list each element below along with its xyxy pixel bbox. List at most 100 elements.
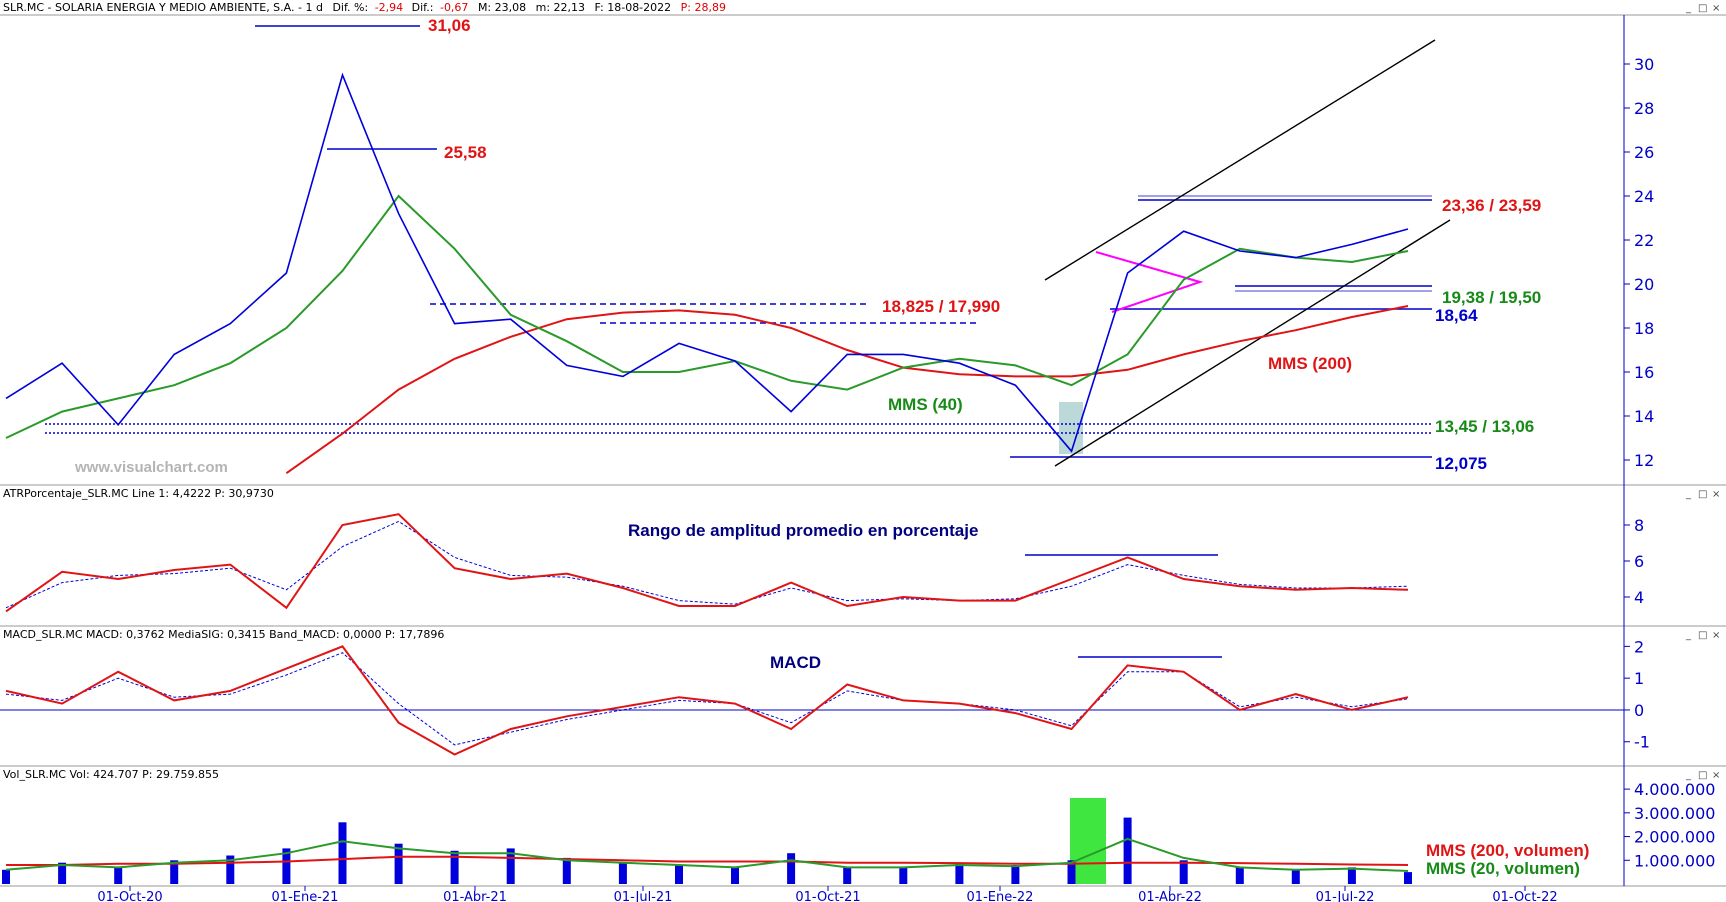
minimize-icon[interactable]: _ [1685, 489, 1692, 500]
window-controls-macd[interactable]: _ □ × [1685, 630, 1720, 641]
volume-bar [1123, 817, 1132, 884]
volume-bar [955, 862, 964, 884]
price-tick-label: 14 [1634, 407, 1654, 426]
volume-bar [731, 867, 739, 884]
volume-bar [618, 862, 627, 884]
volume-bar [1291, 869, 1300, 884]
minimize-icon[interactable]: _ [1685, 630, 1692, 641]
x-axis-ticks: 01-Oct-20 01-Ene-21 01-Abr-21 01-Jul-21 01-O… [97, 886, 1558, 902]
price-tick-label: 12 [1634, 451, 1654, 470]
window-controls-atr[interactable]: _ □ × [1685, 489, 1720, 500]
price-tick-label: 30 [1634, 55, 1654, 74]
macd-tick-label: 0 [1634, 701, 1644, 720]
label-vol-sma200: MMS (200, volumen) [1426, 841, 1589, 860]
annotation-min: 12,075 [1435, 454, 1487, 473]
price-series [5, 72, 1409, 475]
atr-title: Rango de amplitud promedio en porcentaje [628, 521, 978, 540]
volume-bar [843, 867, 852, 884]
volume-bar [58, 862, 67, 884]
volume-bar [1404, 872, 1412, 884]
volume-bar [1011, 865, 1020, 884]
macd-tick-label: 1 [1634, 669, 1644, 688]
x-tick-label: 01-Abr-21 [443, 890, 507, 902]
x-tick-label: 01-Ene-21 [272, 890, 339, 902]
price-tick-label: 28 [1634, 99, 1654, 118]
sma40-line [5, 194, 1409, 439]
macd-tick-label: -1 [1634, 733, 1650, 752]
window-controls-price[interactable]: _ □ × [1685, 3, 1720, 14]
chart-header: SLR.MC - SOLARIA ENERGIA Y MEDIO AMBIENT… [3, 1, 726, 14]
x-tick-label: 01-Oct-20 [97, 890, 162, 902]
volume-bar [675, 865, 683, 884]
volume-header: Vol_SLR.MC Vol: 424.707 P: 29.759.855 [3, 768, 219, 781]
macd-tick-label: 2 [1634, 637, 1644, 656]
maximize-icon[interactable]: □ [1698, 489, 1707, 500]
volume-tick-label: 3.000.000 [1634, 804, 1715, 823]
atr-line [5, 513, 1409, 613]
volume-bar [1179, 860, 1188, 884]
atr-tick-label: 6 [1634, 552, 1644, 571]
volume-bar [2, 869, 10, 884]
volume-bar [394, 843, 403, 884]
macd-signal-line [5, 652, 1409, 746]
price-tick-label: 24 [1634, 187, 1654, 206]
sma200-line [285, 305, 1409, 475]
close-icon[interactable]: × [1712, 770, 1720, 781]
volume-tick-label: 2.000.000 [1634, 828, 1715, 847]
volume-bar [282, 848, 291, 884]
price-line [5, 72, 1409, 453]
price-tick-label: 26 [1634, 143, 1654, 162]
volume-bar [787, 853, 796, 884]
volume-bar [899, 867, 908, 884]
annotation-resistance: 18,825 / 17,990 [882, 297, 1000, 316]
volume-bar [506, 848, 515, 884]
x-tick-label: 01-Jul-22 [1316, 890, 1375, 902]
close-icon[interactable]: × [1712, 630, 1720, 641]
window-controls-volume[interactable]: _ □ × [1685, 770, 1720, 781]
price-annotation-lines [45, 25, 1451, 467]
volume-bar [450, 850, 459, 884]
atr-series [5, 513, 1409, 613]
volume-bar [1235, 867, 1244, 884]
price-tick-label: 22 [1634, 231, 1654, 250]
vol-sma200-line [6, 855, 1409, 866]
volume-tick-label: 4.000.000 [1634, 780, 1715, 799]
minimize-icon[interactable]: _ [1685, 770, 1692, 781]
x-tick-label: 01-Abr-22 [1138, 890, 1202, 902]
maximize-icon[interactable]: □ [1698, 770, 1707, 781]
minimize-icon[interactable]: _ [1685, 3, 1692, 14]
vol-sma20-line [5, 837, 1409, 872]
macd-line [5, 645, 1409, 756]
close-icon[interactable]: × [1712, 489, 1720, 500]
annotation-range-top: 23,36 / 23,59 [1442, 196, 1541, 215]
label-vol-sma20: MMS (20, volumen) [1426, 859, 1580, 878]
volume-bar [226, 855, 235, 884]
atr-tick-label: 4 [1634, 588, 1644, 607]
x-tick-label: 01-Oct-22 [1492, 890, 1557, 902]
atr-tick-label: 8 [1634, 516, 1644, 535]
volume-highlight-box [1070, 798, 1106, 884]
volume-series [2, 817, 1412, 884]
volume-bar [1067, 860, 1076, 884]
y-axis-ticks: 12141618202224262830468-10121.000.0002.0… [1624, 55, 1715, 870]
macd-series [0, 645, 1624, 756]
watermark: www.visualchart.com [74, 459, 228, 476]
volume-bar [114, 867, 123, 884]
macd-header: MACD_SLR.MC MACD: 0,3762 MediaSIG: 0,341… [3, 628, 444, 641]
x-tick-label: 01-Ene-22 [967, 890, 1034, 902]
annotation-high-max: 31,06 [428, 16, 471, 35]
macd-title: MACD [770, 653, 821, 672]
annotation-support: 18,64 [1435, 306, 1478, 325]
annotation-high-2: 25,58 [444, 143, 487, 162]
maximize-icon[interactable]: □ [1698, 3, 1707, 14]
volume-bar [170, 860, 179, 884]
x-tick-label: 01-Jul-21 [614, 890, 673, 902]
volume-bar [562, 857, 571, 884]
label-sma40: MMS (40) [888, 395, 963, 414]
close-icon[interactable]: × [1712, 3, 1720, 14]
price-annotations: 31,06 25,58 18,825 / 17,990 23,36 / 23,5… [428, 16, 1541, 473]
volume-tick-label: 1.000.000 [1634, 851, 1715, 870]
atr-header: ATRPorcentaje_SLR.MC Line 1: 4,4222 P: 3… [3, 487, 274, 500]
maximize-icon[interactable]: □ [1698, 630, 1707, 641]
